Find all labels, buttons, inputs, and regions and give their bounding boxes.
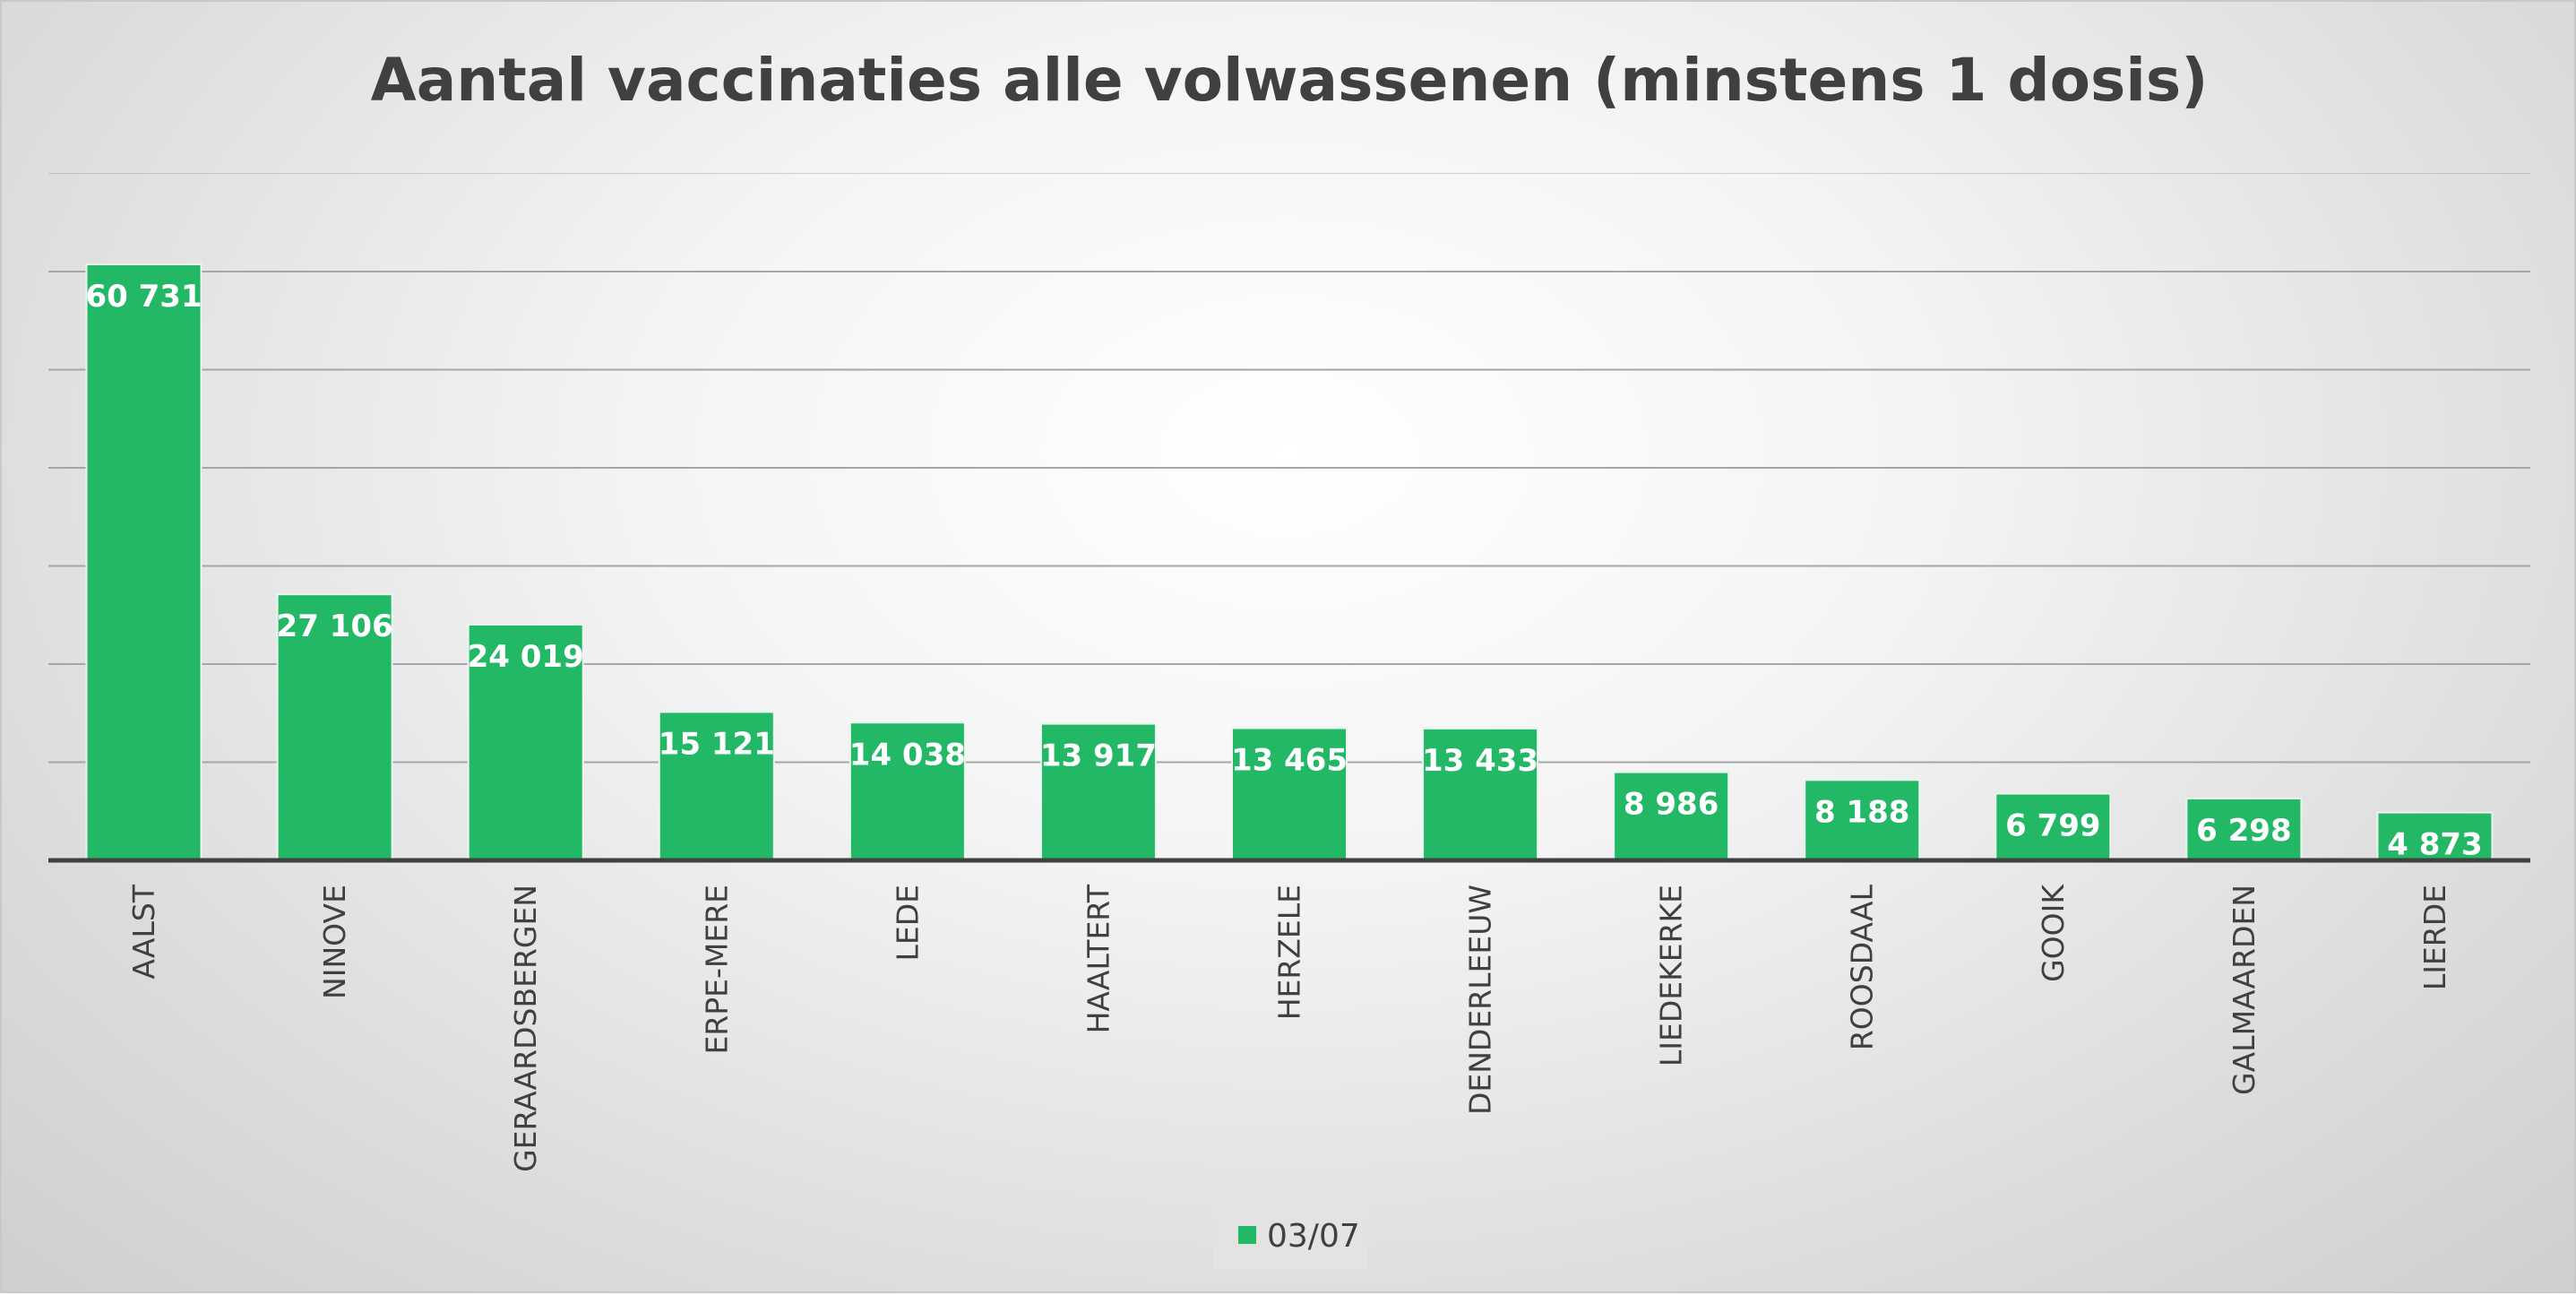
data-label: 8 986 bbox=[1624, 787, 1719, 823]
bar-liedekerke bbox=[1613, 771, 1730, 861]
category-label: HERZELE bbox=[1272, 885, 1307, 1020]
bar-haaltert bbox=[1039, 722, 1157, 861]
data-label: 4 873 bbox=[2387, 827, 2482, 863]
bar-geraardsbergen bbox=[467, 623, 584, 861]
bar-lierde bbox=[2376, 811, 2494, 861]
data-label: 13 465 bbox=[1231, 743, 1348, 779]
data-label: 24 019 bbox=[468, 639, 584, 675]
data-label: 13 917 bbox=[1040, 738, 1157, 774]
legend: 03/07 bbox=[1213, 1203, 1367, 1269]
bar-lede bbox=[849, 721, 966, 861]
legend-swatch bbox=[1238, 1226, 1256, 1244]
data-label: 6 298 bbox=[2196, 813, 2291, 849]
data-label: 13 433 bbox=[1422, 743, 1538, 779]
data-label: 14 038 bbox=[849, 737, 966, 773]
category-label: DENDERLEEUW bbox=[1463, 885, 1498, 1115]
category-label: LIERDE bbox=[2417, 885, 2452, 990]
bar-erpe-mere bbox=[658, 711, 775, 861]
category-label: GERAARDSBERGEN bbox=[508, 885, 543, 1172]
bar-denderleeuw bbox=[1422, 727, 1539, 861]
category-label: NINOVE bbox=[317, 885, 352, 999]
bars: 60 731 27 106 24 019 15 121 14 038 13 917 13 4… bbox=[48, 263, 2530, 863]
category-label: AALST bbox=[126, 884, 161, 979]
category-label: LIEDEKERKE bbox=[1654, 885, 1689, 1066]
bar-aalst bbox=[85, 263, 202, 861]
category-label: GALMAARDEN bbox=[2227, 885, 2262, 1095]
data-label: 6 799 bbox=[2005, 808, 2100, 844]
gridlines bbox=[48, 173, 2530, 764]
category-label: ERPE-MERE bbox=[699, 885, 734, 1055]
bar-galmaarden bbox=[2185, 798, 2303, 862]
chart-title: Aantal vaccinaties alle volwassenen (min… bbox=[371, 46, 2209, 115]
category-label: GOOIK bbox=[2036, 884, 2071, 982]
category-label: LEDE bbox=[890, 885, 925, 961]
category-labels: AALST NINOVE GERAARDSBERGEN ERPE-MERE LEDE HA… bbox=[126, 884, 2452, 1172]
bar-herzele bbox=[1231, 727, 1348, 861]
bar-gooik bbox=[1994, 792, 2112, 862]
legend-label: 03/07 bbox=[1267, 1218, 1360, 1255]
data-label: 15 121 bbox=[659, 726, 775, 762]
data-label: 8 188 bbox=[1814, 794, 1909, 830]
category-label: HAALTERT bbox=[1081, 884, 1116, 1033]
data-label: 60 731 bbox=[85, 279, 202, 315]
category-label: ROOSDAAL bbox=[1845, 884, 1880, 1050]
data-label: 27 106 bbox=[277, 609, 393, 644]
